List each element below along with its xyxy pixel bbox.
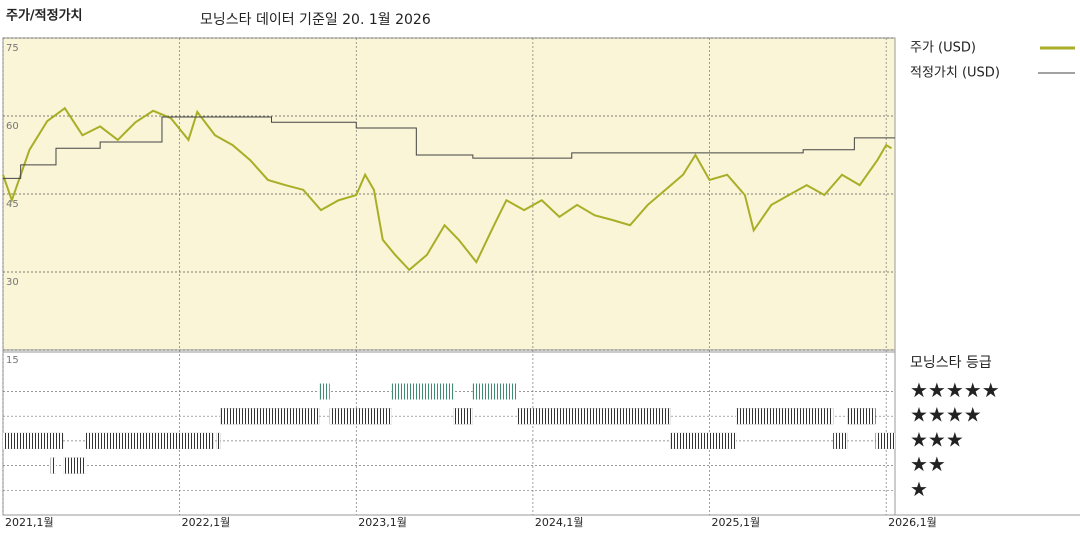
rating-hatch [670, 432, 737, 449]
x-tick-label: 2026,1월 [888, 516, 937, 529]
rating-hatch [319, 383, 330, 400]
rating-hatch [453, 408, 473, 425]
rating-hatch [50, 457, 56, 474]
y-tick-label: 30 [6, 277, 19, 288]
rating-hatch [329, 408, 392, 425]
rating-label: ★★★ [910, 427, 964, 451]
rating-hatch [847, 408, 876, 425]
rating-label: ★★★★★ [910, 378, 1000, 402]
rating-hatch [86, 432, 214, 449]
rating-hatch [3, 432, 64, 449]
chart-subtitle: 모닝스타 데이터 기준일 20. 1월 2026 [200, 12, 431, 28]
rating-label: ★★★★ [910, 403, 982, 427]
rating-hatch [472, 383, 518, 400]
x-tick-label: 2022,1월 [182, 516, 231, 529]
y-tick-label: 75 [6, 43, 19, 54]
legend-label: 주가 (USD) [910, 41, 976, 56]
y-tick-label: 60 [6, 121, 19, 132]
x-tick-label: 2025,1월 [712, 516, 761, 529]
rating-hatch [220, 408, 320, 425]
rating-label: ★★ [910, 452, 946, 476]
y-tick-label: 45 [6, 199, 19, 210]
rating-hatch [736, 408, 834, 425]
series-line [2, 106, 892, 272]
rating-hatch [517, 408, 671, 425]
y-tick-label: 15 [6, 355, 19, 366]
series-line [3, 116, 895, 179]
rating-hatch [63, 457, 87, 474]
x-tick-label: 2021,1월 [5, 516, 54, 529]
rating-hatch [875, 432, 895, 449]
rating-title: 모닝스타 등급 [910, 355, 992, 371]
legend-label: 적정가치 (USD) [910, 66, 1000, 81]
rating-label: ★ [910, 477, 928, 501]
rating-hatch [833, 432, 848, 449]
x-tick-label: 2023,1월 [358, 516, 407, 529]
chart-title: 주가/적정가치 [6, 8, 83, 24]
rating-hatch [391, 383, 454, 400]
rating-hatch [216, 432, 221, 449]
x-tick-label: 2024,1월 [535, 516, 584, 529]
